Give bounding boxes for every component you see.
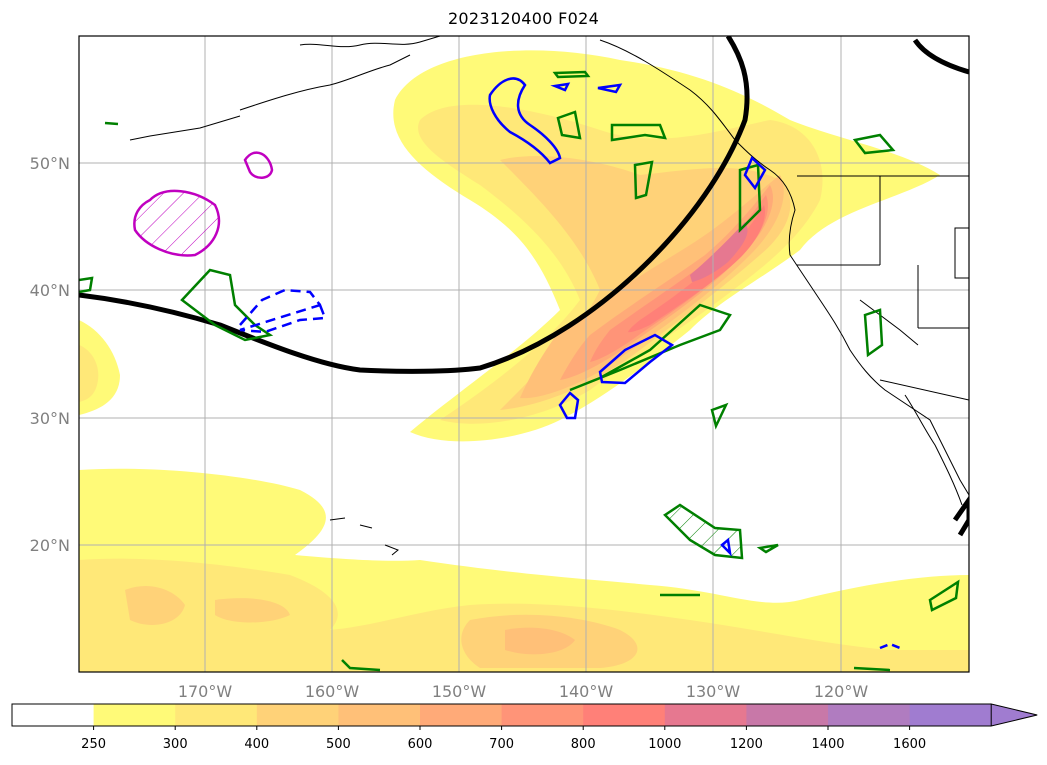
- lat-label-50: 50°N: [30, 154, 70, 173]
- lon-label-130w: 130°W: [686, 682, 741, 701]
- colorbar-tick-label: 400: [244, 737, 269, 752]
- gridlines: [79, 36, 969, 672]
- colorbar-tick-label: 1600: [893, 737, 926, 752]
- magenta-contours: [133, 151, 274, 257]
- colorbar-tick-label: 500: [326, 737, 351, 752]
- colorbar-tick-label: 250: [81, 737, 106, 752]
- colorbar-tick-label: 300: [163, 737, 188, 752]
- lat-label-40: 40°N: [30, 281, 70, 300]
- colorbar-segment: [583, 704, 666, 726]
- lat-label-30: 30°N: [30, 409, 70, 428]
- colorbar-segment: [93, 704, 176, 726]
- blue-contours: [239, 77, 901, 650]
- colorbar-segment: [256, 704, 339, 726]
- map-border: [78, 35, 970, 673]
- coastlines: [129, 36, 969, 556]
- map-title: 2023120400 F024: [447, 9, 600, 28]
- colorbar-segment: [12, 704, 95, 726]
- lon-label-170w: 170°W: [178, 682, 233, 701]
- ivt-fill-1000: [690, 222, 748, 282]
- colorbar: 250 300 400 500 600 700 800 1000 1200 1400 1600: [11, 703, 1038, 752]
- colorbar-tick-label: 1000: [648, 737, 681, 752]
- lon-label-120w: 120°W: [814, 682, 869, 701]
- latitude-labels: 50°N 40°N 30°N 20°N: [30, 154, 70, 555]
- colorbar-extend-arrow: [990, 703, 1038, 727]
- colorbar-segment: [664, 704, 747, 726]
- lat-label-20: 20°N: [30, 536, 70, 555]
- colorbar-tick-label: 1400: [811, 737, 844, 752]
- ivt-fill-700: [590, 195, 768, 362]
- colorbar-tick-label: 700: [489, 737, 514, 752]
- colorbar-tick-label: 600: [408, 737, 433, 752]
- lon-label-140w: 140°W: [559, 682, 614, 701]
- map-area: [79, 36, 969, 672]
- colorbar-segment: [828, 704, 911, 726]
- colorbar-segment: [175, 704, 258, 726]
- colorbar-tick-label: 1200: [730, 737, 763, 752]
- lon-label-160w: 160°W: [305, 682, 360, 701]
- colorbar-segment: [909, 704, 992, 726]
- colorbar-segment: [746, 704, 829, 726]
- jet-contour: [79, 36, 969, 537]
- colorbar-segment: [501, 704, 584, 726]
- colorbar-segment: [420, 704, 503, 726]
- longitude-labels: 170°W 160°W 150°W 140°W 130°W 120°W: [178, 682, 869, 701]
- colorbar-segment: [338, 704, 421, 726]
- lon-label-150w: 150°W: [432, 682, 487, 701]
- colorbar-tick-label: 800: [571, 737, 596, 752]
- ivt-fill-800: [628, 205, 765, 333]
